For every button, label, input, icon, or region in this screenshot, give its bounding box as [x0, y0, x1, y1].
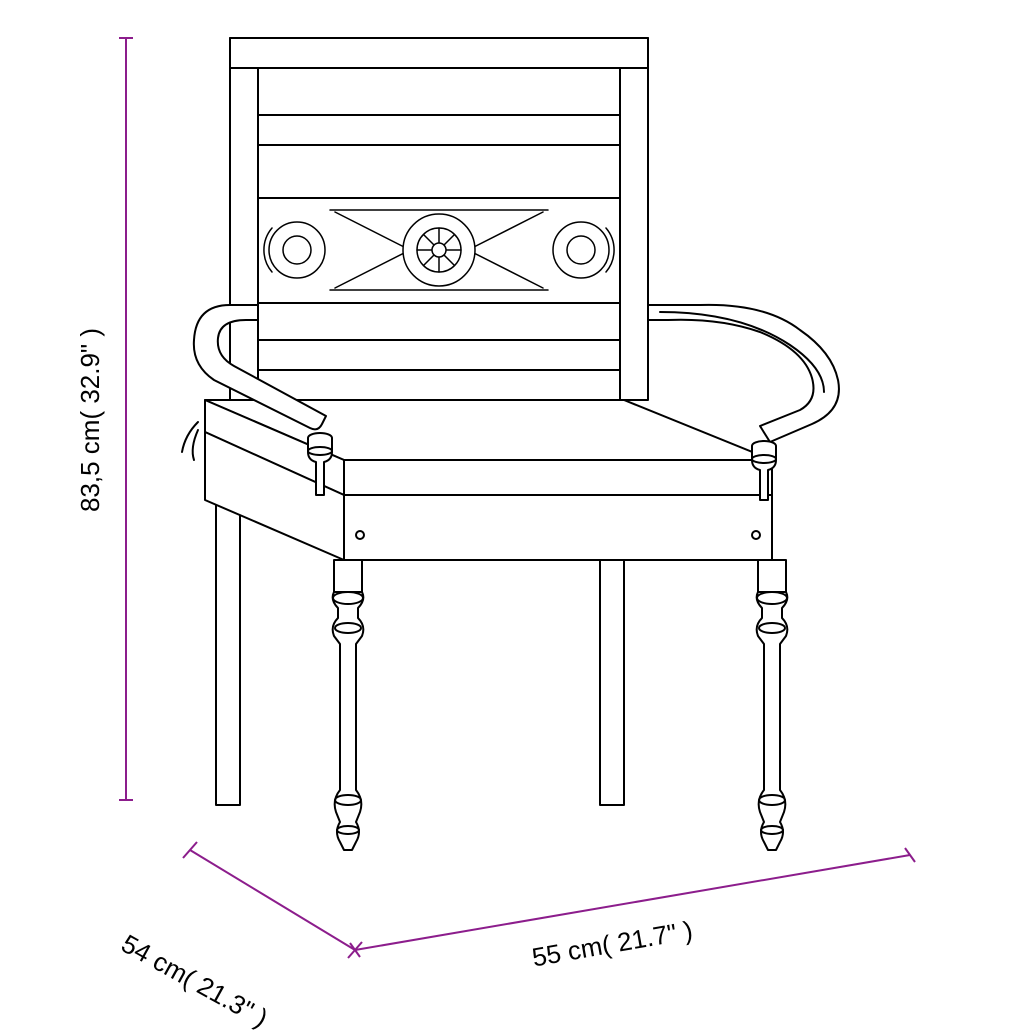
front-leg-right — [757, 560, 788, 850]
depth-dim-tick-a — [183, 842, 197, 858]
front-legs — [333, 560, 788, 850]
front-leg-left — [333, 560, 364, 850]
depth-dim-line — [190, 850, 355, 950]
chair-drawing — [182, 38, 839, 850]
height-label: 83,5 cm( 32.9" ) — [77, 328, 103, 512]
seat-assembly — [182, 400, 772, 560]
diagram-canvas — [0, 0, 1024, 1024]
